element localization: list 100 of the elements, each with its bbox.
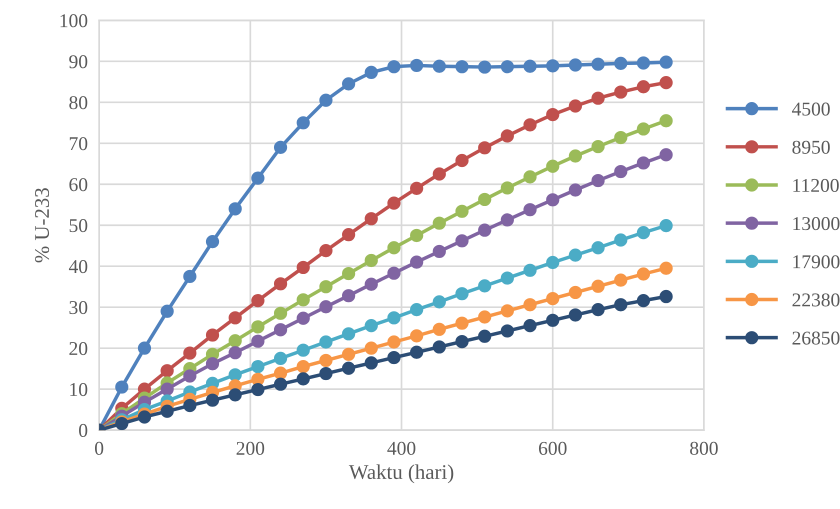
point — [614, 56, 628, 70]
y-axis-title: % U-233 — [34, 188, 50, 262]
point — [274, 323, 288, 336]
point — [319, 300, 333, 314]
point — [410, 346, 424, 359]
point — [523, 118, 537, 132]
point — [478, 141, 492, 154]
point — [206, 394, 220, 407]
point — [364, 66, 378, 79]
point — [387, 266, 401, 280]
point — [478, 60, 492, 74]
point — [523, 203, 537, 216]
point — [636, 156, 650, 170]
point — [660, 262, 673, 275]
point — [455, 60, 469, 74]
point — [251, 294, 264, 308]
point — [432, 216, 446, 230]
point — [410, 228, 424, 242]
point — [455, 154, 469, 168]
point — [636, 294, 650, 308]
point — [614, 130, 628, 144]
point — [432, 340, 446, 354]
point — [387, 335, 401, 349]
point — [342, 362, 356, 375]
point — [523, 170, 537, 184]
point — [296, 372, 310, 386]
point — [274, 366, 288, 380]
point — [660, 76, 673, 90]
point — [160, 364, 174, 378]
point — [251, 172, 264, 185]
point — [432, 60, 446, 73]
point — [387, 311, 401, 324]
point — [342, 228, 356, 242]
point — [319, 244, 333, 258]
point — [636, 267, 650, 281]
point — [478, 310, 492, 324]
y-tick-label: 40 — [68, 260, 88, 274]
point — [410, 329, 424, 342]
point — [410, 256, 424, 269]
point — [660, 219, 673, 232]
x-tick-label: 200 — [236, 442, 264, 455]
x-tick-label: 600 — [538, 442, 567, 455]
point — [274, 306, 288, 320]
point — [636, 226, 650, 240]
point — [523, 60, 537, 73]
point — [432, 244, 446, 258]
point — [500, 324, 514, 338]
point — [364, 278, 378, 291]
point — [138, 342, 152, 355]
y-tick-label: 30 — [69, 300, 88, 314]
point — [206, 235, 220, 248]
point — [614, 233, 628, 247]
point — [568, 308, 582, 322]
y-tick-label: 80 — [69, 96, 88, 110]
point — [500, 271, 514, 285]
point — [432, 322, 446, 336]
point — [319, 354, 333, 368]
point — [614, 274, 628, 287]
point — [432, 167, 446, 181]
point — [591, 280, 605, 293]
point — [274, 277, 288, 290]
legend-label: 8950 — [792, 140, 830, 154]
point — [274, 352, 288, 365]
point — [251, 382, 264, 396]
y-tick-label: 20 — [69, 342, 88, 356]
legend-label: 11200 — [793, 178, 839, 192]
point — [410, 182, 424, 195]
point — [274, 140, 288, 154]
point — [319, 280, 333, 294]
point — [342, 77, 356, 90]
x-tick-label: 800 — [690, 442, 718, 455]
point — [364, 254, 378, 268]
y-tick-label: 90 — [69, 55, 88, 68]
point — [410, 58, 424, 72]
point — [296, 260, 310, 274]
point — [568, 99, 582, 113]
y-tick-label: 60 — [69, 178, 88, 192]
point — [228, 202, 242, 216]
point — [364, 356, 378, 370]
point — [342, 289, 356, 302]
point — [455, 316, 469, 330]
point — [342, 327, 356, 340]
point — [614, 85, 628, 99]
point — [115, 380, 128, 394]
point — [296, 360, 310, 374]
point — [500, 129, 514, 143]
point — [296, 344, 310, 357]
point — [614, 164, 628, 178]
y-tick-label: 50 — [70, 219, 88, 232]
point — [591, 92, 605, 105]
point — [342, 266, 356, 280]
point — [387, 196, 401, 210]
point — [183, 270, 196, 284]
point — [478, 192, 492, 206]
point — [500, 304, 514, 318]
point — [614, 298, 628, 312]
point — [364, 212, 378, 226]
point — [546, 108, 560, 122]
point — [523, 264, 537, 277]
point — [455, 335, 469, 348]
